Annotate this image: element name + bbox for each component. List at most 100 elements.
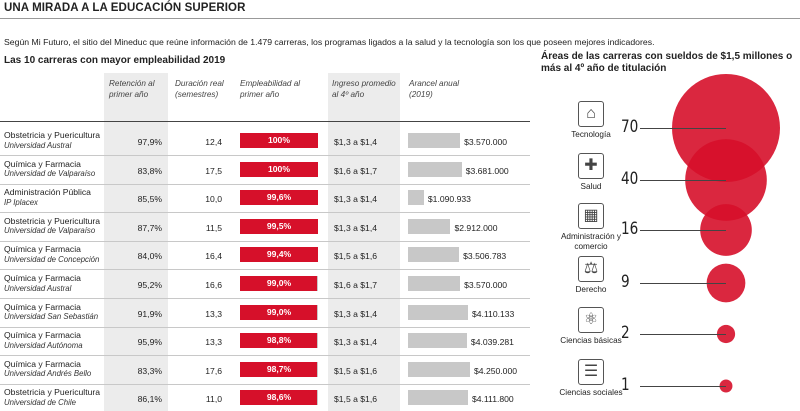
area-leader-line [640,128,726,129]
ingreso-value: $1,5 a $1,6 [334,251,378,262]
table-row: Obstetricia y Puericultura Universidad de… [0,382,530,411]
table-row: Química y Farmacia Universidad Austral 95,… [0,268,530,299]
area-leader-line [640,334,726,335]
career-label: Obstetricia y Puericultura [4,215,100,226]
career-name: Química y Farmacia Universidad Autónoma [4,331,83,350]
career-label: Química y Farmacia [4,244,81,255]
career-name: Química y Farmacia Universidad Andrés Bel… [4,359,91,379]
infographic-title: UNA MIRADA A LA EDUCACIÓN SUPERIOR [4,2,246,14]
empleabilidad-bar [240,133,318,148]
duracion-value: 11,5 [205,222,222,233]
empleabilidad-value: 99,4% [266,249,292,260]
university-label: Universidad Autónoma [4,340,83,350]
empleabilidad-value: 100% [268,163,290,174]
empleabilidad-bar [240,247,318,263]
table-row: Química y Farmacia Universidad San Sebast… [0,297,530,328]
arancel-value: $3.681.000 [465,165,509,176]
arancel-value: $4.110.133 [471,308,515,319]
arancel-value: $3.570.000 [464,280,508,290]
row-divider [0,240,530,242]
arancel-bar [408,333,467,349]
table-row: Química y Farmacia Universidad Andrés Bel… [0,354,530,385]
empleabilidad-track: 98,7% [240,361,318,377]
university-label: Universidad de Valparaíso [4,169,96,179]
row-divider [0,298,530,299]
row-divider [0,212,530,214]
arancel-value: $1.090.933 [427,194,471,205]
area-value: 2 [621,323,630,343]
empleabilidad-value: 99,0% [266,306,292,317]
arancel-value: $4.111.800 [471,394,514,405]
retencion-value: 91,9% [137,308,162,319]
retencion-value: 87,7% [137,222,162,233]
empleabilidad-track: 99,5% [240,218,318,234]
duracion-value: 16,6 [205,280,222,290]
ingreso-value: $1,3 a $1,4 [334,194,378,205]
area-leader-line [640,230,726,231]
duracion-value: 16,4 [205,251,222,262]
ingreso-value: $1,6 a $1,7 [334,280,378,290]
duracion-value: 17,6 [205,365,222,376]
retencion-value: 83,8% [137,165,162,176]
empleabilidad-value: 99,6% [266,192,292,203]
row-divider [0,355,530,357]
career-label: Administración Pública [4,187,91,198]
gavel-icon: ⚖ [578,256,604,282]
area-value: 16 [621,219,639,239]
retencion-value: 85,5% [137,194,162,205]
table-row: Obstetricia y Puericultura Universidad Au… [0,125,530,156]
intro-text: Según Mi Futuro, el sitio del Mineduc qu… [4,37,655,47]
atom-icon: ⚛ [578,307,604,333]
duracion-value: 13,3 [205,308,222,319]
header-retencion: Retención al primer año [109,79,155,99]
retencion-value: 86,1% [137,394,162,405]
career-label: Obstetricia y Puericultura [4,387,100,398]
career-label: Obstetricia y Puericultura [4,130,100,140]
career-name: Química y Farmacia Universidad Austral [4,273,81,293]
university-label: IP Iplacex [4,197,38,207]
row-divider [0,383,530,385]
arancel-value: $3.506.783 [463,251,507,262]
career-name: Química y Farmacia Universidad de Concepc… [4,245,99,264]
table-row: Química y Farmacia Universidad de Concepc… [0,239,530,271]
area-label: Tecnología [571,130,611,139]
career-label: Química y Farmacia [4,158,81,169]
university-label: Universidad Austral [4,140,72,150]
empleabilidad-track: 99,0% [240,304,318,320]
retencion-column-shade [104,73,168,411]
ingreso-value: $1,6 a $1,7 [334,165,378,176]
empleabilidad-value: 100% [268,135,290,145]
empleabilidad-track: 98,8% [240,333,318,349]
empleabilidad-bar [240,333,318,349]
header-arancel: Arancel anual (2019) [409,79,460,99]
medkit-icon: ✚ [578,153,604,179]
arancel-bar [408,190,424,206]
empleabilidad-bar [240,161,318,177]
books-icon: ☰ [578,359,604,385]
area-label: Derecho [575,285,607,294]
row-divider [0,155,530,156]
empleabilidad-value: 98,8% [266,335,292,346]
arancel-value: $2.912.000 [454,222,498,233]
retencion-value: 95,9% [137,337,162,348]
career-label: Química y Farmacia [4,330,81,341]
arancel-bar [408,247,460,263]
empleabilidad-track: 98,6% [240,390,318,406]
empleabilidad-bar [240,218,318,234]
area-label: Ciencias básicas [560,336,622,345]
empleabilidad-bar [240,276,318,291]
empleabilidad-bar [240,361,317,377]
duracion-value: 17,5 [205,165,222,176]
empleabilidad-value: 99,0% [266,278,292,288]
career-name: Obstetricia y Puericultura Universidad de… [4,215,100,236]
row-divider [0,326,530,328]
arancel-bar [408,133,461,148]
area-value: 1 [621,375,630,395]
table-row: Química y Farmacia Universidad de Valpara… [0,154,530,185]
empleabilidad-track: 100% [240,161,318,177]
header-divider [0,121,530,122]
arancel-bar [408,218,451,234]
career-label: Química y Farmacia [4,301,81,312]
ingreso-value: $1,3 a $1,4 [334,222,378,233]
empleabilidad-track: 99,4% [240,247,318,263]
